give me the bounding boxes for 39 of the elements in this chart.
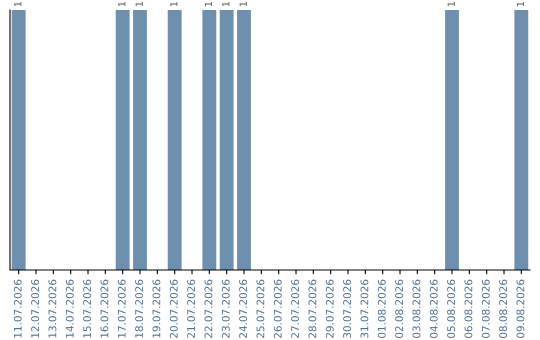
x-tick-label: 31.07.2026	[360, 280, 368, 338]
x-tick-label: 20.07.2026	[170, 280, 178, 338]
x-tick-label: 18.07.2026	[135, 280, 144, 338]
x-tick-label: 12.07.2026	[31, 280, 40, 338]
x-tick-label: 04.08.2026	[430, 280, 438, 338]
x-tick-label: 06.08.2026	[464, 280, 472, 338]
x-tick-label: 03.08.2026	[412, 280, 420, 338]
x-tick-label: 17.07.2026	[118, 280, 126, 338]
x-tick-label: 09.08.2026	[516, 280, 524, 338]
x-tick-label: 19.07.2026	[152, 280, 160, 338]
x-tick-label: 08.08.2026	[499, 280, 508, 338]
x-tick-label: 11.07.2026	[14, 280, 22, 338]
data-label: 1	[516, 2, 524, 6]
x-tick-label: 21.07.2026	[187, 280, 196, 338]
data-label: 1	[204, 2, 212, 6]
x-tick-label: 05.08.2026	[447, 280, 456, 338]
x-tick-label: 07.08.2026	[482, 280, 490, 338]
x-tick-label: 02.08.2026	[395, 280, 404, 338]
data-label: 1	[14, 2, 22, 6]
x-tick-label: 25.07.2026	[256, 280, 264, 338]
x-tick-label: 28.07.2026	[308, 280, 316, 338]
x-tick-label: 22.07.2026	[204, 280, 212, 338]
x-tick-label: 13.07.2026	[48, 280, 56, 338]
x-tick-label: 26.07.2026	[274, 280, 282, 338]
data-label: 1	[118, 2, 126, 6]
x-tick-label: 14.07.2026	[66, 280, 74, 338]
x-tick-label: 27.07.2026	[291, 280, 300, 338]
data-label: 1	[448, 2, 455, 6]
data-label: 1	[240, 2, 247, 6]
x-tick-label: 01.08.2026	[378, 280, 386, 338]
x-tick-label: 15.07.2026	[83, 280, 92, 338]
x-tick-label: 23.07.2026	[222, 280, 230, 338]
x-tick-label: 16.07.2026	[100, 280, 108, 338]
x-tick-label: 24.07.2026	[239, 280, 248, 338]
x-tick-label: 30.07.2026	[343, 280, 352, 338]
data-label: 1	[136, 2, 143, 6]
data-label: 1	[170, 2, 178, 6]
data-label: 1	[222, 2, 230, 6]
x-tick-label: 29.07.2026	[326, 280, 334, 338]
